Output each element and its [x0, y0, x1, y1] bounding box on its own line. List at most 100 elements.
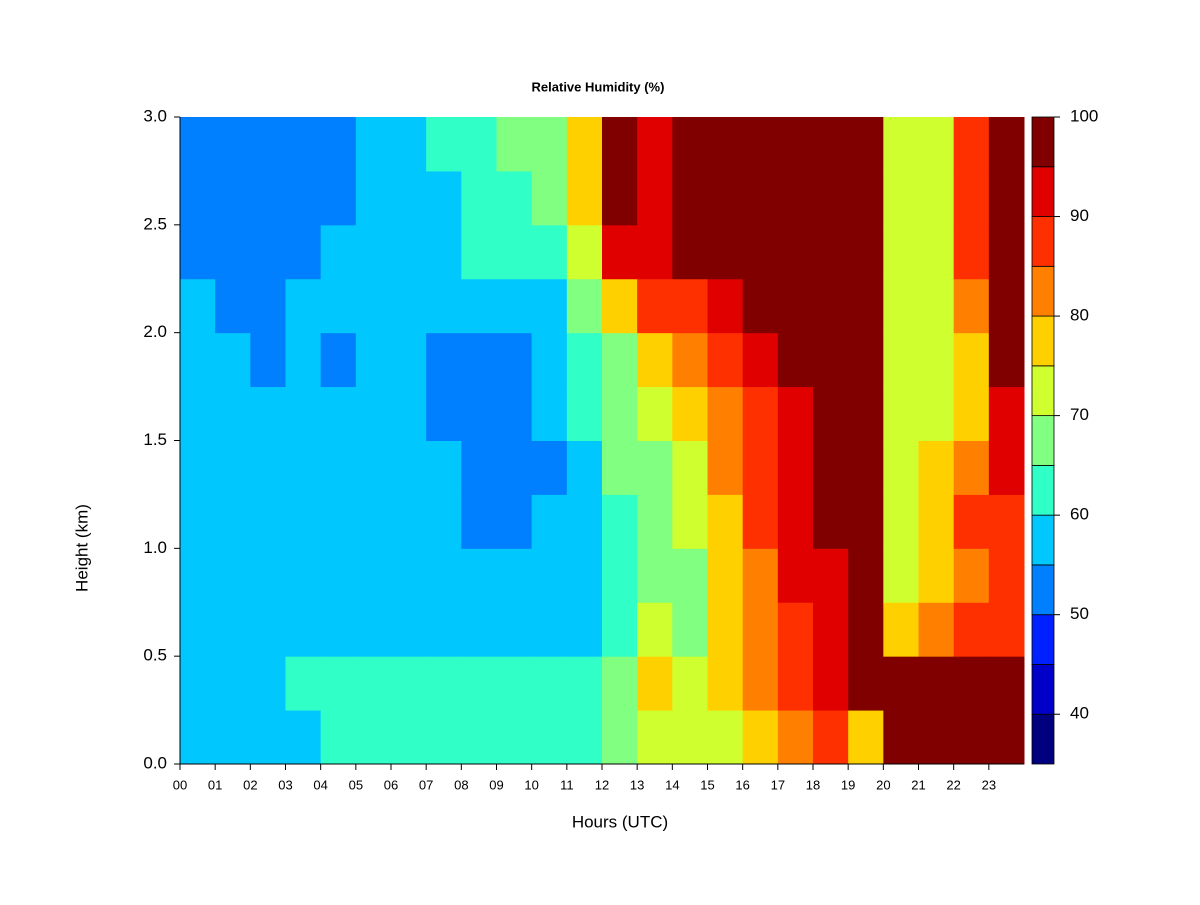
heat-cell [637, 386, 673, 441]
heat-cell [391, 386, 427, 441]
heat-cell [848, 386, 884, 441]
heat-cell [883, 494, 919, 549]
y-tick-label: 1.5 [143, 430, 167, 449]
heat-cell [602, 170, 638, 226]
heat-cell [777, 710, 814, 765]
x-tick-label: 15 [700, 777, 714, 792]
heat-cell [883, 656, 919, 711]
heat-cell [988, 710, 1025, 765]
heat-cell [285, 710, 322, 765]
heat-cell [602, 332, 638, 388]
heat-cell [742, 656, 779, 711]
heat-cell [426, 710, 462, 765]
x-tick-label: 09 [489, 777, 503, 792]
heat-cell [426, 656, 462, 711]
heat-cell [848, 224, 884, 280]
heat-cell [496, 440, 533, 495]
heat-cell [531, 332, 568, 388]
heat-cell [918, 710, 955, 765]
heat-cell [531, 117, 568, 172]
heat-cell [602, 386, 638, 441]
heat-cell [672, 710, 708, 765]
heat-cell [180, 602, 216, 657]
heat-cell [180, 278, 216, 334]
heat-cell [180, 170, 216, 226]
heat-cell [285, 224, 322, 280]
heat-cell [215, 224, 251, 280]
x-tick-label: 23 [982, 777, 996, 792]
heat-cell [777, 170, 814, 226]
x-axis-label: Hours (UTC) [572, 812, 668, 831]
heat-cell [637, 117, 673, 172]
x-tick-label: 18 [806, 777, 820, 792]
heat-cell [461, 278, 497, 334]
heat-cell [637, 602, 673, 657]
x-tick-label: 06 [384, 777, 398, 792]
heat-cell [918, 117, 955, 172]
heat-cell [672, 656, 708, 711]
y-tick-label: 1.0 [143, 538, 167, 557]
heat-cell [988, 386, 1025, 441]
heat-cell [672, 440, 708, 495]
heat-cell [250, 117, 286, 172]
heat-cell [918, 224, 955, 280]
heat-cell [566, 224, 603, 280]
heat-cell [883, 278, 919, 334]
heat-cell [496, 332, 533, 388]
heat-cell [355, 710, 392, 765]
heat-cell [285, 602, 322, 657]
heat-cell [707, 494, 744, 549]
heat-cell [461, 332, 497, 388]
heat-cell [813, 656, 849, 711]
heat-cell [742, 332, 779, 388]
heat-cell [953, 440, 990, 495]
heat-cell [180, 117, 216, 172]
heat-cell [707, 602, 744, 657]
heat-cell [953, 656, 990, 711]
heat-cell [391, 170, 427, 226]
heat-cell [566, 602, 603, 657]
heat-cell [215, 494, 251, 549]
chart-title: Relative Humidity (%) [532, 79, 665, 94]
heat-cell [777, 224, 814, 280]
heat-cell [180, 656, 216, 711]
heat-cell [988, 440, 1025, 495]
heat-cell [742, 117, 779, 172]
heat-cell [531, 440, 568, 495]
heat-cell [426, 386, 462, 441]
heat-cell [637, 332, 673, 388]
heat-cell [215, 117, 251, 172]
heat-cell [813, 602, 849, 657]
colorbar-band [1031, 415, 1055, 466]
heat-cell [250, 278, 286, 334]
colorbar-band [1031, 216, 1055, 267]
heat-cell [461, 710, 497, 765]
heat-cell [848, 656, 884, 711]
heat-cell [742, 494, 779, 549]
x-tick-label: 17 [771, 777, 785, 792]
heat-cell [531, 278, 568, 334]
colorbar-tick-label: 40 [1070, 704, 1089, 723]
heat-cell [953, 224, 990, 280]
heat-cell [180, 224, 216, 280]
heat-cell [813, 440, 849, 495]
heat-cell [355, 494, 392, 549]
heat-cell [988, 494, 1025, 549]
heat-cell [602, 710, 638, 765]
heat-cell [813, 170, 849, 226]
heat-cell [672, 548, 708, 603]
heat-cell [953, 386, 990, 441]
heat-cell [918, 386, 955, 441]
heat-cell [918, 170, 955, 226]
heat-cell [602, 224, 638, 280]
colorbar-tick-label: 90 [1070, 206, 1089, 225]
heat-cell [777, 548, 814, 603]
heat-cell [602, 440, 638, 495]
heat-cell [285, 494, 322, 549]
heat-cell [672, 224, 708, 280]
heat-cell [918, 494, 955, 549]
heat-cell [777, 494, 814, 549]
heat-cell [742, 602, 779, 657]
colorbar-tick-label: 50 [1070, 604, 1089, 623]
heat-cell [320, 602, 357, 657]
